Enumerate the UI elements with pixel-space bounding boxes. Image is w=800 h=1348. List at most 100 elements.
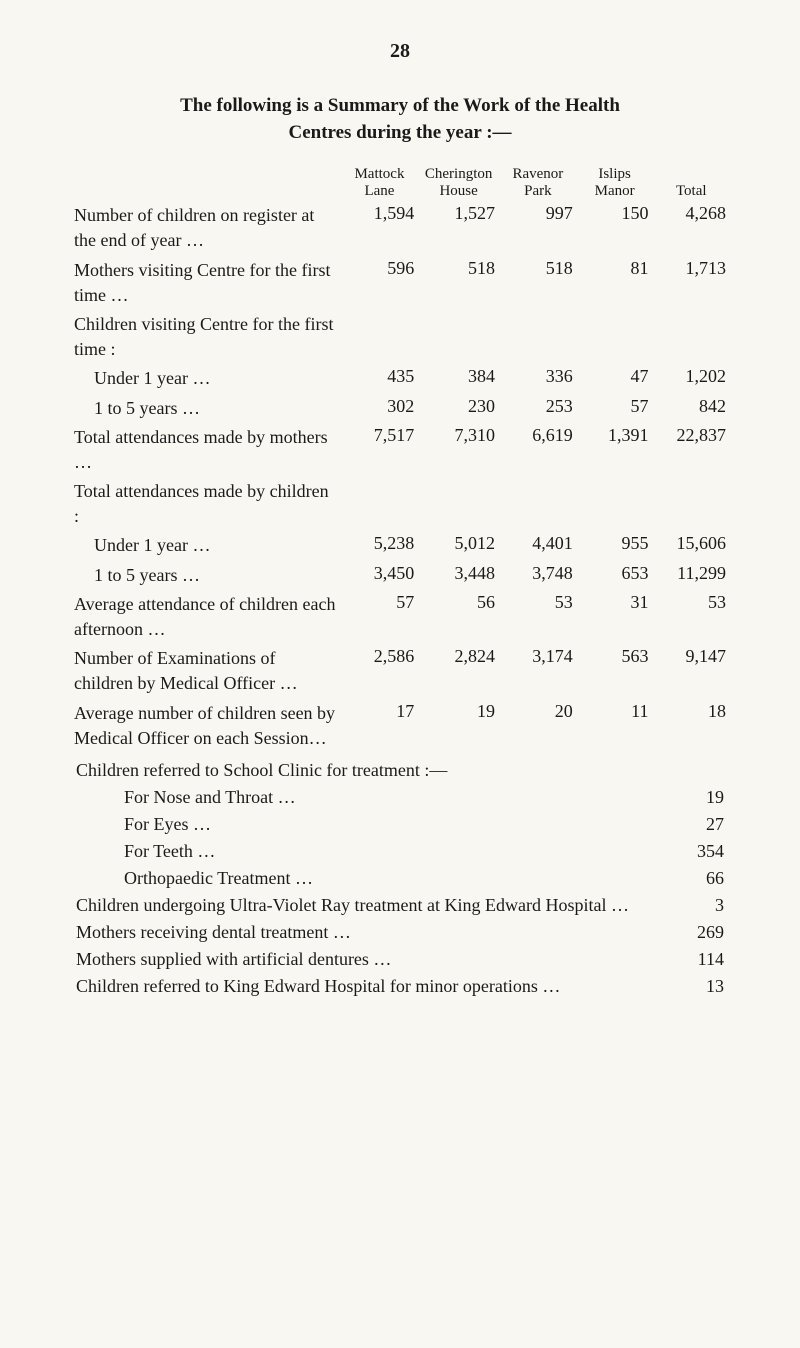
cell-value: 4,401 [499, 531, 577, 560]
cell-value: 3,450 [341, 561, 419, 590]
cell-value: 955 [577, 531, 653, 560]
row-label: Average number of children seen by Medic… [70, 699, 341, 753]
cell-value: 53 [499, 590, 577, 644]
table-row: Number of Examinations of children by Me… [70, 644, 730, 698]
cell-value: 596 [341, 256, 419, 310]
referred-row: For Teeth …354 [70, 838, 730, 865]
table-row: Average number of children seen by Medic… [70, 699, 730, 753]
summary-table: MattockLane CheringtonHouse RavenorPark … [70, 164, 730, 753]
cell-value: 1,202 [653, 364, 731, 393]
cell-value: 17 [341, 699, 419, 753]
row-label: Children visiting Centre for the first t… [70, 310, 341, 364]
referred-value: 19 [654, 784, 724, 811]
referred-value: 27 [654, 811, 724, 838]
table-row: Number of children on register at the en… [70, 201, 730, 255]
cell-value: 435 [341, 364, 419, 393]
cell-value [499, 310, 577, 364]
cell-value: 15,606 [653, 531, 731, 560]
referred-row: Children undergoing Ultra-Violet Ray tre… [70, 892, 730, 919]
cell-value: 53 [653, 590, 731, 644]
row-label: 1 to 5 years … [70, 394, 341, 423]
section-heading: The following is a Summary of the Work o… [70, 93, 730, 146]
referred-row: For Eyes …27 [70, 811, 730, 838]
cell-value [341, 310, 419, 364]
table-row: Average attendance of children each afte… [70, 590, 730, 644]
cell-value: 5,238 [341, 531, 419, 560]
cell-value: 57 [341, 590, 419, 644]
cell-value: 22,837 [653, 423, 731, 477]
cell-value [653, 477, 731, 531]
heading-line-2: Centres during the year :— [70, 120, 730, 147]
cell-value: 6,619 [499, 423, 577, 477]
referred-label: Mothers receiving dental treatment … [76, 919, 654, 946]
cell-value: 3,174 [499, 644, 577, 698]
referred-section: Children referred to School Clinic for t… [70, 757, 730, 1000]
referred-label: For Nose and Throat … [76, 784, 654, 811]
cell-value: 518 [418, 256, 499, 310]
referred-value: 3 [654, 892, 724, 919]
referred-label: Children undergoing Ultra-Violet Ray tre… [76, 892, 654, 919]
referred-label: Orthopaedic Treatment … [76, 865, 654, 892]
referred-label: For Teeth … [76, 838, 654, 865]
col-header: CheringtonHouse [418, 164, 499, 201]
cell-value: 302 [341, 394, 419, 423]
cell-value: 7,310 [418, 423, 499, 477]
table-row: Total attendances made by children : [70, 477, 730, 531]
referred-row: Orthopaedic Treatment …66 [70, 865, 730, 892]
col-header: MattockLane [341, 164, 419, 201]
cell-value: 997 [499, 201, 577, 255]
table-row: Under 1 year …435384336471,202 [70, 364, 730, 393]
cell-value: 842 [653, 394, 731, 423]
cell-value [341, 477, 419, 531]
table-row: Children visiting Centre for the first t… [70, 310, 730, 364]
document-page: 28 The following is a Summary of the Wor… [0, 0, 800, 1348]
cell-value: 1,527 [418, 201, 499, 255]
col-header: Total [653, 164, 731, 201]
referred-row: Children referred to King Edward Hospita… [70, 973, 730, 1000]
cell-value: 230 [418, 394, 499, 423]
cell-value: 11,299 [653, 561, 731, 590]
referred-label: For Eyes … [76, 811, 654, 838]
heading-line-1: The following is a Summary of the Work o… [70, 93, 730, 120]
cell-value: 2,586 [341, 644, 419, 698]
cell-value: 81 [577, 256, 653, 310]
cell-value: 5,012 [418, 531, 499, 560]
referred-heading-row: Children referred to School Clinic for t… [70, 757, 730, 784]
cell-value: 2,824 [418, 644, 499, 698]
row-label: Average attendance of children each afte… [70, 590, 341, 644]
cell-value: 9,147 [653, 644, 731, 698]
referred-label: Children referred to King Edward Hospita… [76, 973, 654, 1000]
row-label: Number of Examinations of children by Me… [70, 644, 341, 698]
cell-value [499, 477, 577, 531]
cell-value: 1,594 [341, 201, 419, 255]
row-label: Total attendances made by mothers … [70, 423, 341, 477]
cell-value: 3,748 [499, 561, 577, 590]
referred-value: 66 [654, 865, 724, 892]
row-label: Under 1 year … [70, 364, 341, 393]
cell-value: 47 [577, 364, 653, 393]
referred-value: 354 [654, 838, 724, 865]
cell-value: 384 [418, 364, 499, 393]
cell-value: 253 [499, 394, 577, 423]
row-label: Under 1 year … [70, 531, 341, 560]
cell-value: 1,713 [653, 256, 731, 310]
cell-value: 7,517 [341, 423, 419, 477]
cell-value: 518 [499, 256, 577, 310]
cell-value [418, 477, 499, 531]
page-number: 28 [70, 40, 730, 63]
referred-value: 114 [654, 946, 724, 973]
cell-value: 4,268 [653, 201, 731, 255]
cell-value: 563 [577, 644, 653, 698]
cell-value: 336 [499, 364, 577, 393]
referred-heading: Children referred to School Clinic for t… [76, 757, 654, 784]
referred-label: Mothers supplied with artificial denture… [76, 946, 654, 973]
referred-row: For Nose and Throat …19 [70, 784, 730, 811]
table-header: MattockLane CheringtonHouse RavenorPark … [70, 164, 730, 201]
row-label: Mothers visiting Centre for the first ti… [70, 256, 341, 310]
cell-value [577, 477, 653, 531]
table-body: Number of children on register at the en… [70, 201, 730, 753]
row-label: Number of children on register at the en… [70, 201, 341, 255]
table-row: 1 to 5 years …30223025357842 [70, 394, 730, 423]
cell-value: 56 [418, 590, 499, 644]
table-row: Total attendances made by mothers …7,517… [70, 423, 730, 477]
